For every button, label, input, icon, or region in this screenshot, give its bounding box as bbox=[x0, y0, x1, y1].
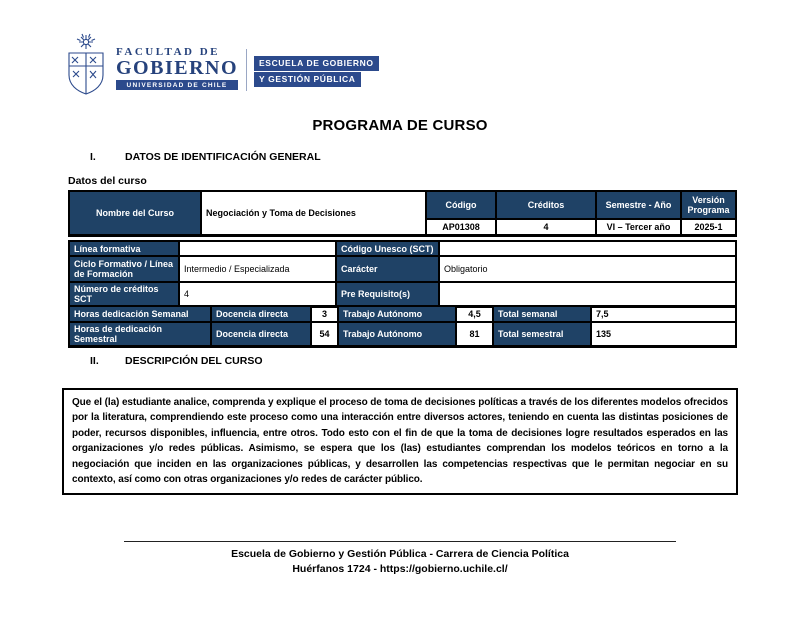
footer-divider bbox=[124, 541, 676, 542]
school-badge-line1: ESCUELA DE GOBIERNO bbox=[254, 56, 379, 71]
course-description-box: Que el (la) estudiante analice, comprend… bbox=[62, 388, 738, 496]
ciclo-formativo-label: Ciclo Formativo / Línea de Formación bbox=[68, 255, 180, 283]
total-semestral-label: Total semestral bbox=[492, 321, 592, 348]
linea-formativa-value bbox=[178, 240, 337, 257]
trabajo-semanal-value: 4,5 bbox=[455, 305, 494, 323]
school-badge: ESCUELA DE GOBIERNO Y GESTIÓN PÚBLICA bbox=[254, 56, 379, 88]
nombre-curso-label: Nombre del Curso bbox=[68, 190, 202, 237]
linea-formativa-label: Línea formativa bbox=[68, 240, 180, 257]
caracter-value: Obligatorio bbox=[438, 255, 737, 283]
page-footer: Escuela de Gobierno y Gestión Pública - … bbox=[0, 541, 800, 577]
total-semanal-label: Total semanal bbox=[492, 305, 592, 323]
creditos-header: Créditos bbox=[495, 190, 597, 220]
hours-table: Horas dedicación Semanal Docencia direct… bbox=[68, 305, 737, 348]
caracter-label: Carácter bbox=[335, 255, 440, 283]
trabajo-semestral-value: 81 bbox=[455, 321, 494, 348]
footer-school-line: Escuela de Gobierno y Gestión Pública - … bbox=[231, 548, 569, 560]
university-name-bar: UNIVERSIDAD DE CHILE bbox=[116, 80, 239, 90]
table-row: Línea formativa Código Unesco (SCT) bbox=[68, 240, 737, 257]
prerequisitos-value bbox=[438, 281, 737, 308]
header-logo: FACULTAD DE GOBIERNO UNIVERSIDAD DE CHIL… bbox=[62, 33, 379, 97]
trabajo-autonomo-label: Trabajo Autónomo bbox=[337, 321, 457, 348]
table-row: Número de créditos SCT 4 Pre Requisito(s… bbox=[68, 281, 737, 308]
codigo-unesco-label: Código Unesco (SCT) bbox=[335, 240, 440, 257]
school-badge-line2: Y GESTIÓN PÚBLICA bbox=[254, 72, 361, 87]
docencia-directa-label: Docencia directa bbox=[210, 305, 312, 323]
faculty-name-line2: GOBIERNO bbox=[116, 57, 239, 79]
table-row: Horas dedicación Semanal Docencia direct… bbox=[68, 305, 737, 323]
total-semestral-value: 135 bbox=[590, 321, 737, 348]
nombre-curso-value: Negociación y Toma de Decisiones bbox=[200, 190, 427, 237]
semestre-header: Semestre - Año bbox=[595, 190, 682, 220]
ciclo-formativo-value: Intermedio / Especializada bbox=[178, 255, 337, 283]
section-2-title: DESCRIPCIÓN DEL CURSO bbox=[125, 355, 263, 367]
section-1-numeral: I. bbox=[90, 151, 96, 163]
horas-semanal-label: Horas dedicación Semanal bbox=[68, 305, 212, 323]
horas-semestral-label: Horas de dedicación Semestral bbox=[68, 321, 212, 348]
creditos-sct-value: 4 bbox=[178, 281, 337, 308]
version-header: Versión Programa bbox=[680, 190, 737, 220]
codigo-value: AP01308 bbox=[425, 218, 497, 237]
logo-divider bbox=[246, 49, 248, 91]
docencia-semestral-value: 54 bbox=[310, 321, 339, 348]
section-1-title: DATOS DE IDENTIFICACIÓN GENERAL bbox=[125, 151, 321, 163]
creditos-sct-label: Número de créditos SCT bbox=[68, 281, 180, 308]
codigo-header: Código bbox=[425, 190, 497, 220]
faculty-name-line1: FACULTAD DE bbox=[116, 46, 221, 58]
table-row: Horas de dedicación Semestral Docencia d… bbox=[68, 321, 737, 348]
version-value: 2025-1 bbox=[680, 218, 737, 237]
course-info-table: Línea formativa Código Unesco (SCT) Cicl… bbox=[68, 240, 737, 308]
creditos-value: 4 bbox=[495, 218, 597, 237]
semestre-value: VI – Tercer año bbox=[595, 218, 682, 237]
section-2-heading: II. DESCRIPCIÓN DEL CURSO bbox=[90, 355, 263, 367]
trabajo-autonomo-label: Trabajo Autónomo bbox=[337, 305, 457, 323]
course-identification-table: Nombre del Curso Negociación y Toma de D… bbox=[68, 190, 737, 237]
prerequisitos-label: Pre Requisito(s) bbox=[335, 281, 440, 308]
docencia-semanal-value: 3 bbox=[310, 305, 339, 323]
faculty-wordmark: FACULTAD DE GOBIERNO UNIVERSIDAD DE CHIL… bbox=[116, 46, 239, 90]
docencia-directa-label: Docencia directa bbox=[210, 321, 312, 348]
datos-del-curso-label: Datos del curso bbox=[68, 175, 147, 187]
section-1-heading: I. DATOS DE IDENTIFICACIÓN GENERAL bbox=[90, 151, 321, 163]
table-row: Ciclo Formativo / Línea de Formación Int… bbox=[68, 255, 737, 283]
footer-address-line: Huérfanos 1724 - https://gobierno.uchile… bbox=[292, 563, 508, 575]
university-crest-icon bbox=[68, 33, 104, 95]
codigo-unesco-value bbox=[438, 240, 737, 257]
section-2-numeral: II. bbox=[90, 355, 99, 367]
total-semanal-value: 7,5 bbox=[590, 305, 737, 323]
page-title: PROGRAMA DE CURSO bbox=[312, 117, 488, 134]
